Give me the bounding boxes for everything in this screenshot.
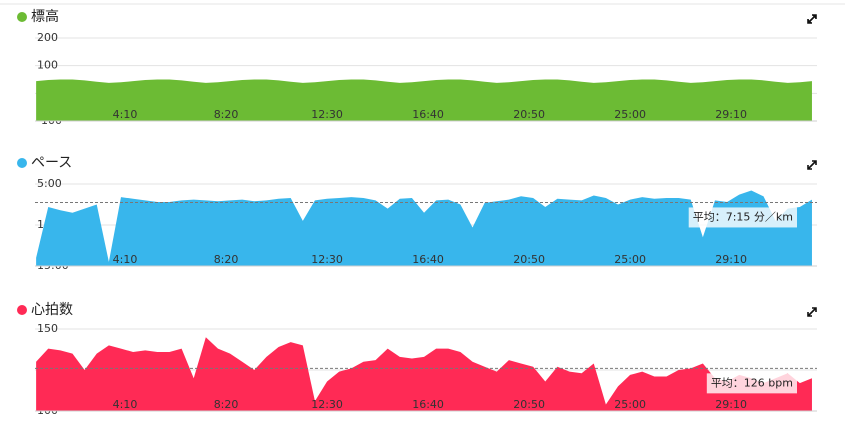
y-tick-label: 150 (37, 322, 58, 335)
y-tick-label: 200 (37, 31, 58, 44)
x-tick-label: 16:40 (412, 108, 444, 121)
x-tick-label: 12:30 (311, 108, 343, 121)
chart-title: ペース (31, 155, 72, 171)
x-tick-label: 20:50 (513, 108, 545, 121)
x-tick-label: 16:40 (412, 253, 444, 266)
x-tick-label: 29:10 (715, 108, 747, 121)
x-tick-label: 8:20 (214, 108, 239, 121)
x-tick-label: 29:10 (715, 253, 747, 266)
x-tick-label: 25:00 (614, 108, 646, 121)
x-tick-label: 29:10 (715, 398, 747, 411)
chart-title: 心拍数 (31, 302, 73, 318)
x-tick-label: 8:20 (214, 398, 239, 411)
x-tick-label: 16:40 (412, 398, 444, 411)
x-tick-label: 4:10 (113, 398, 138, 411)
x-tick-label: 25:00 (614, 398, 646, 411)
x-tick-label: 20:50 (513, 398, 545, 411)
area (36, 190, 812, 266)
area (36, 79, 812, 121)
x-tick-label: 8:20 (214, 253, 239, 266)
annotation-box (688, 207, 797, 228)
expand-icon[interactable] (807, 14, 817, 24)
average-annotation: 平均：126 bpm (706, 373, 797, 394)
x-tick-label: 4:10 (113, 253, 138, 266)
legend-dot (17, 305, 27, 315)
expand-icon[interactable] (807, 160, 817, 170)
x-tick-label: 12:30 (311, 398, 343, 411)
y-tick-label: 5:00 (37, 177, 62, 190)
x-tick-label: 25:00 (614, 253, 646, 266)
area (36, 337, 812, 411)
annotation-box (706, 373, 797, 394)
annotation-text: 平均：7:15 分／km (693, 210, 793, 223)
expand-icon[interactable] (807, 307, 817, 317)
y-tick-label: 100 (37, 59, 58, 72)
x-tick-label: 4:10 (113, 108, 138, 121)
legend-dot (17, 158, 27, 168)
x-tick-label: 20:50 (513, 253, 545, 266)
chart-title: 標高 (31, 8, 59, 25)
x-tick-label: 12:30 (311, 253, 343, 266)
legend-dot (17, 12, 27, 22)
average-annotation: 平均：7:15 分／km (688, 207, 797, 228)
annotation-text: 平均：126 bpm (711, 376, 793, 389)
